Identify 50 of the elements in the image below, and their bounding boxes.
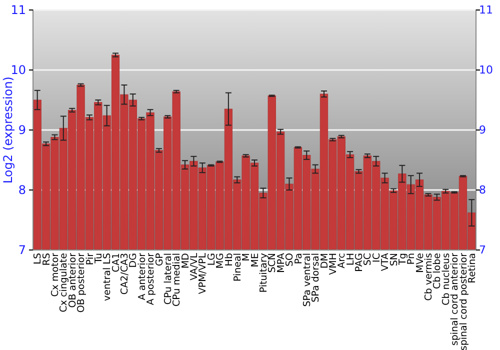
y-tick-label: 8 bbox=[18, 182, 26, 197]
x-tick-label: MPA bbox=[276, 252, 287, 273]
x-tick-label: LG bbox=[206, 253, 218, 266]
x-tick-label: CPu medial bbox=[172, 253, 183, 306]
x-tick-label: SC bbox=[362, 252, 374, 266]
x-tick-label: DM bbox=[319, 253, 330, 269]
x-tick-label: Tg bbox=[397, 253, 408, 266]
x-tick-label: GP bbox=[154, 252, 166, 266]
x-tick-label: SN bbox=[388, 253, 400, 266]
y-axis-title: Log2 (expression) bbox=[1, 76, 15, 184]
x-tick-label: Pineal bbox=[232, 253, 244, 282]
x-tick-label: SO bbox=[284, 253, 296, 267]
x-tick-label: Retina bbox=[466, 253, 478, 284]
x-tick-label: Hb bbox=[224, 253, 235, 266]
x-tick-label: CA1 bbox=[110, 253, 122, 272]
x-tick-label: MD bbox=[180, 253, 192, 269]
x-tick-label: Pituitary bbox=[258, 252, 270, 293]
x-tick-label: IC bbox=[371, 252, 382, 262]
y2-tick-label: 10 bbox=[479, 64, 493, 77]
x-tick-label: Tu bbox=[93, 253, 104, 264]
x-tick-label: Cb lobe bbox=[432, 252, 444, 290]
y2-tick-label: 8 bbox=[479, 184, 486, 197]
x-tick-label: OB posterior bbox=[76, 252, 88, 313]
y2-tick-label: 7 bbox=[479, 244, 486, 257]
y-tick-label: 11 bbox=[10, 2, 26, 17]
x-tick-label: Arc bbox=[336, 253, 348, 268]
x-tick-label: ventral LS bbox=[102, 253, 114, 301]
x-tick-label: VPM/VPL bbox=[198, 252, 209, 294]
x-tick-label: DG bbox=[128, 253, 140, 268]
x-tick-label: Pn bbox=[406, 253, 418, 265]
y2-tick-label: 9 bbox=[479, 124, 486, 137]
x-tick-label: RS bbox=[41, 253, 52, 266]
y-tick-label: 9 bbox=[18, 122, 26, 137]
x-tick-label: A posterior bbox=[146, 252, 157, 306]
x-tick-label: VMH bbox=[328, 253, 339, 275]
x-tick-label: MVe bbox=[414, 252, 426, 273]
x-tick-label: VTA bbox=[380, 252, 392, 272]
x-tick-label: M bbox=[241, 253, 252, 262]
x-tick-label: spinal cord posterior bbox=[458, 252, 470, 350]
x-tick-label: ME bbox=[250, 253, 261, 268]
y-tick-label: 7 bbox=[18, 242, 26, 257]
x-tick-label: SPa dorsal bbox=[310, 253, 322, 302]
x-tick-label: Pa bbox=[293, 253, 304, 264]
x-tick-label: SCN bbox=[267, 253, 278, 273]
y-tick-label: 10 bbox=[10, 62, 26, 77]
x-tick-label: Cx cingulate bbox=[58, 252, 70, 312]
y2-tick-label: 11 bbox=[479, 4, 493, 17]
x-tick-label: LS bbox=[32, 253, 44, 264]
x-tick-label: Pir bbox=[84, 252, 96, 266]
x-tick-label: LH bbox=[345, 253, 356, 266]
